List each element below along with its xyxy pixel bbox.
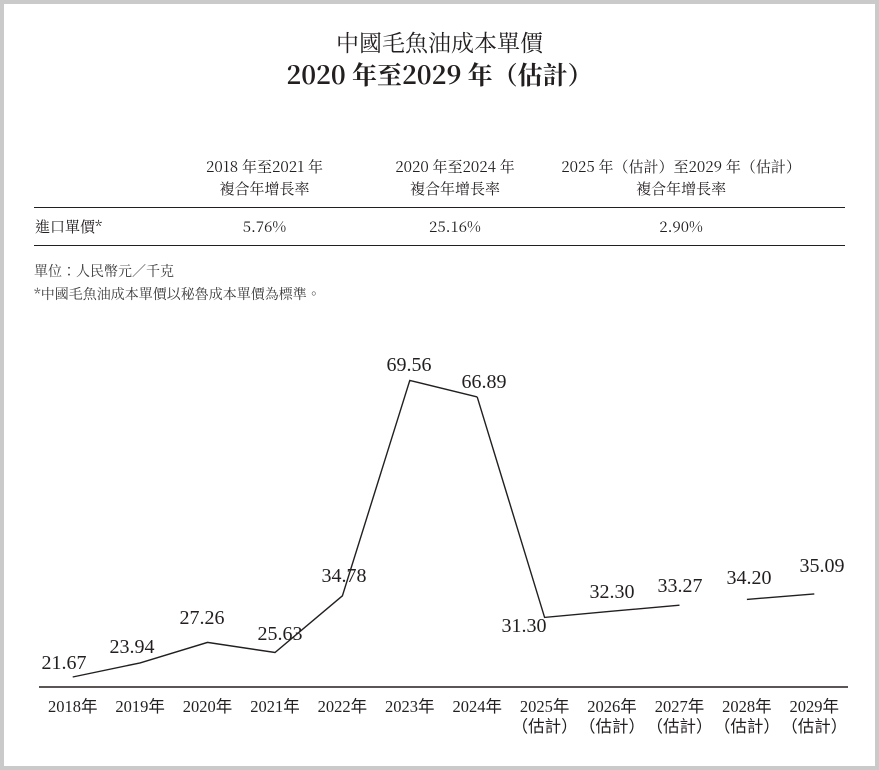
svg-text:（估計）: （估計）: [579, 717, 645, 736]
svg-text:2026年: 2026年: [587, 697, 637, 716]
svg-text:（估計）: （估計）: [512, 717, 578, 736]
svg-text:2018年: 2018年: [48, 697, 98, 716]
svg-text:2022年: 2022年: [318, 697, 368, 716]
svg-text:（估計）: （估計）: [781, 717, 847, 736]
svg-text:（估計）: （估計）: [714, 717, 780, 736]
svg-text:23.94: 23.94: [110, 636, 155, 658]
svg-text:34.20: 34.20: [727, 567, 772, 589]
svg-text:69.56: 69.56: [387, 354, 432, 376]
svg-text:35.09: 35.09: [800, 555, 845, 577]
svg-text:25.63: 25.63: [258, 623, 303, 645]
svg-text:（估計）: （估計）: [647, 717, 713, 736]
svg-text:2027年: 2027年: [655, 697, 705, 716]
svg-text:31.30: 31.30: [502, 615, 547, 637]
svg-text:2021年: 2021年: [250, 697, 300, 716]
svg-text:2019年: 2019年: [115, 697, 165, 716]
svg-text:2024年: 2024年: [452, 697, 502, 716]
svg-text:2025年: 2025年: [520, 697, 570, 716]
svg-text:33.27: 33.27: [658, 575, 703, 597]
svg-text:34.78: 34.78: [322, 565, 367, 587]
svg-text:66.89: 66.89: [462, 371, 507, 393]
svg-text:27.26: 27.26: [180, 607, 225, 629]
svg-text:32.30: 32.30: [590, 581, 635, 603]
svg-text:2029年: 2029年: [790, 697, 840, 716]
svg-text:2020年: 2020年: [183, 697, 233, 716]
svg-text:2028年: 2028年: [722, 697, 772, 716]
svg-text:21.67: 21.67: [42, 652, 87, 674]
svg-text:2023年: 2023年: [385, 697, 435, 716]
